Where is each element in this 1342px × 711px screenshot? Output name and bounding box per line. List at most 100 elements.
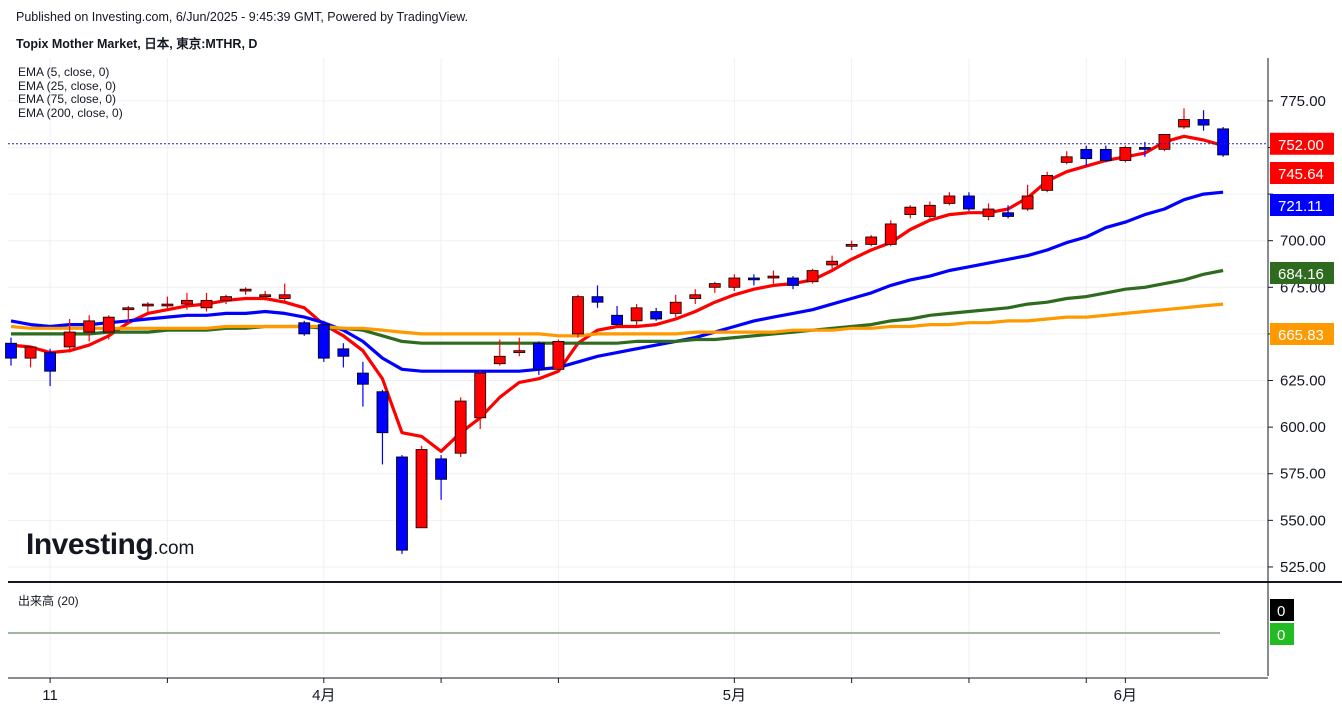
candle[interactable]: [1217, 126, 1229, 157]
candle[interactable]: [278, 283, 291, 303]
candle[interactable]: [161, 296, 174, 310]
candle[interactable]: [630, 304, 643, 327]
volume-badge: 0: [1270, 599, 1294, 621]
candle[interactable]: [923, 201, 936, 219]
candle-body: [337, 348, 350, 357]
symbol-title[interactable]: Topix Mother Market, 日本, 東京:MTHR, D: [16, 37, 258, 51]
candle[interactable]: [474, 371, 487, 429]
candle[interactable]: [669, 294, 682, 318]
candle[interactable]: [1021, 184, 1034, 211]
candle[interactable]: [356, 361, 369, 407]
candle[interactable]: [572, 294, 584, 338]
candle-body: [161, 303, 174, 307]
candle[interactable]: [943, 192, 956, 206]
candle[interactable]: [591, 285, 604, 308]
candle[interactable]: [200, 292, 213, 312]
candle[interactable]: [1041, 171, 1054, 193]
ema-25-badge-text: 721.11: [1278, 198, 1323, 215]
candle[interactable]: [865, 235, 878, 247]
candle[interactable]: [396, 455, 408, 554]
candle[interactable]: [806, 268, 819, 284]
candle-body: [513, 350, 526, 353]
candle[interactable]: [1002, 205, 1014, 219]
publisher-note: Published on Investing.com, 6/Jun/2025 -…: [16, 10, 469, 24]
candle-body: [865, 236, 878, 245]
candle[interactable]: [376, 389, 389, 465]
candle-body: [356, 372, 369, 385]
candle[interactable]: [748, 274, 760, 286]
candle[interactable]: [552, 339, 565, 372]
candle[interactable]: [63, 319, 76, 353]
last-price-badge: 752.00: [1270, 132, 1334, 155]
candle[interactable]: [5, 337, 17, 366]
candle[interactable]: [689, 289, 702, 305]
candle-body: [767, 275, 780, 279]
candle-body: [1021, 195, 1034, 210]
candle[interactable]: [102, 315, 115, 340]
candle[interactable]: [767, 270, 780, 284]
candle[interactable]: [982, 203, 995, 221]
candle[interactable]: [1119, 145, 1132, 163]
candle[interactable]: [122, 305, 135, 325]
candle[interactable]: [83, 315, 96, 342]
ema-75-legend[interactable]: EMA (75, close, 0): [18, 92, 117, 106]
candle[interactable]: [1158, 134, 1171, 152]
candle-body: [787, 277, 799, 286]
candle[interactable]: [435, 455, 448, 500]
candle[interactable]: [337, 343, 350, 368]
candle[interactable]: [493, 339, 506, 366]
candle[interactable]: [259, 291, 272, 301]
time-axis[interactable]: 11 4月 5月 6月: [42, 678, 1137, 704]
candle-body: [884, 223, 897, 245]
candle-body: [102, 316, 115, 333]
candle[interactable]: [787, 276, 799, 290]
candle[interactable]: [904, 205, 917, 219]
candle[interactable]: [650, 307, 663, 321]
candle[interactable]: [532, 341, 545, 375]
candle[interactable]: [317, 320, 330, 362]
candle[interactable]: [708, 281, 721, 293]
candle-body: [1002, 212, 1014, 217]
candle-body: [44, 352, 56, 372]
candle[interactable]: [1060, 151, 1073, 165]
y-tick-label: 550.00: [1280, 512, 1326, 529]
candle[interactable]: [298, 320, 311, 336]
ema-200-line: [10, 302, 1224, 338]
candle[interactable]: [454, 397, 467, 457]
candle[interactable]: [845, 240, 858, 251]
candle[interactable]: [141, 302, 154, 314]
candle[interactable]: [884, 220, 897, 247]
candle[interactable]: [1139, 141, 1151, 157]
last-price-badge-text: 752.00: [1278, 137, 1324, 154]
candle[interactable]: [1099, 145, 1112, 163]
candle[interactable]: [220, 294, 232, 305]
y-tick-label: 625.00: [1280, 373, 1326, 390]
ema-5-legend[interactable]: EMA (5, close, 0): [18, 65, 110, 79]
candle[interactable]: [24, 346, 37, 368]
candle-body: [826, 260, 838, 266]
candle[interactable]: [826, 255, 838, 269]
ema-25-legend[interactable]: EMA (25, close, 0): [18, 78, 117, 93]
candle[interactable]: [1197, 110, 1210, 131]
candle[interactable]: [1178, 108, 1190, 129]
candle-body: [298, 322, 311, 335]
x-tick-label: 4月: [312, 687, 335, 704]
ema-25-badge: 721.11: [1270, 194, 1334, 216]
candle[interactable]: [728, 274, 741, 292]
candle[interactable]: [963, 192, 975, 211]
candle[interactable]: [239, 287, 252, 295]
candle-body: [572, 296, 584, 335]
candle-body: [1158, 134, 1171, 150]
candle[interactable]: [44, 348, 56, 387]
candle[interactable]: [1080, 145, 1093, 167]
ema-200-legend[interactable]: EMA (200, close, 0): [18, 105, 123, 120]
y-tick-label: 775.00: [1280, 93, 1326, 110]
candle[interactable]: [611, 305, 623, 325]
candle[interactable]: [513, 337, 526, 357]
candle[interactable]: [181, 292, 193, 310]
candle-body: [396, 456, 408, 551]
volume-legend[interactable]: 出来高 (20): [18, 594, 79, 608]
y-tick-label: 600.00: [1280, 419, 1326, 436]
candle[interactable]: [415, 445, 428, 529]
